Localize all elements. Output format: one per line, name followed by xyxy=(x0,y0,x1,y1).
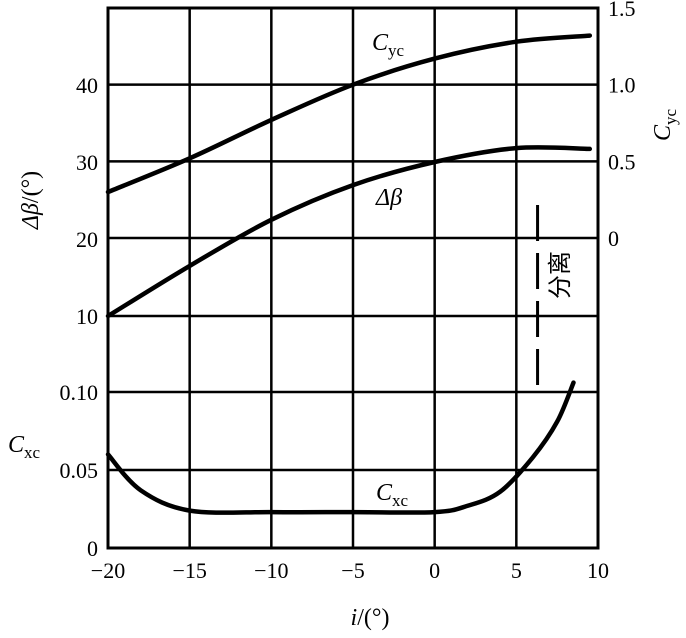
y-tick-label-dbeta: 20 xyxy=(76,227,98,252)
x-tick-label: 10 xyxy=(587,558,609,583)
curve-label-dbeta: Δβ xyxy=(375,185,402,211)
series-group xyxy=(105,33,593,515)
curve-label-cyc: Cyc xyxy=(372,30,405,60)
y-axis-title-dbeta: Δβ/(°) xyxy=(18,171,44,230)
y-tick-label-cxc: 0 xyxy=(87,536,98,561)
y-tick-label-cyc: 0 xyxy=(608,226,619,251)
grid xyxy=(108,8,598,548)
separation-label: 分离 xyxy=(546,251,574,299)
tick-labels: −20 −15 −10 −5 0 5 10 10 20 30 40 0 0.05 0.10 0 0.5 1.0 1… xyxy=(60,0,636,583)
x-tick-label: −15 xyxy=(172,558,206,583)
x-tick-label: 0 xyxy=(429,558,440,583)
y-tick-label-dbeta: 40 xyxy=(76,73,98,98)
y-tick-label-cxc: 0.05 xyxy=(60,458,99,483)
y-axis-title-cyc: Cyc xyxy=(650,109,680,142)
y-tick-label-cyc: 1.0 xyxy=(608,73,636,98)
x-axis-title: i/(°) xyxy=(351,605,390,631)
y-tick-label-cxc: 0.10 xyxy=(60,380,99,405)
x-tick-label: −5 xyxy=(341,558,364,583)
series-line-right xyxy=(105,33,593,195)
y-tick-label-dbeta: 30 xyxy=(76,150,98,175)
y-axis-title-cxc: Cxc xyxy=(8,432,41,462)
y-tick-label-cyc: 0.5 xyxy=(608,149,636,174)
y-tick-label-dbeta: 10 xyxy=(76,304,98,329)
y-tick-label-cyc: 1.5 xyxy=(608,0,636,21)
curve-label-cxc: Cxc xyxy=(376,480,409,510)
series-line-left_upper xyxy=(105,145,593,319)
x-tick-label: −10 xyxy=(254,558,288,583)
series-line-left_lower xyxy=(105,380,576,515)
x-tick-label: 5 xyxy=(511,558,522,583)
x-tick-label: −20 xyxy=(91,558,125,583)
